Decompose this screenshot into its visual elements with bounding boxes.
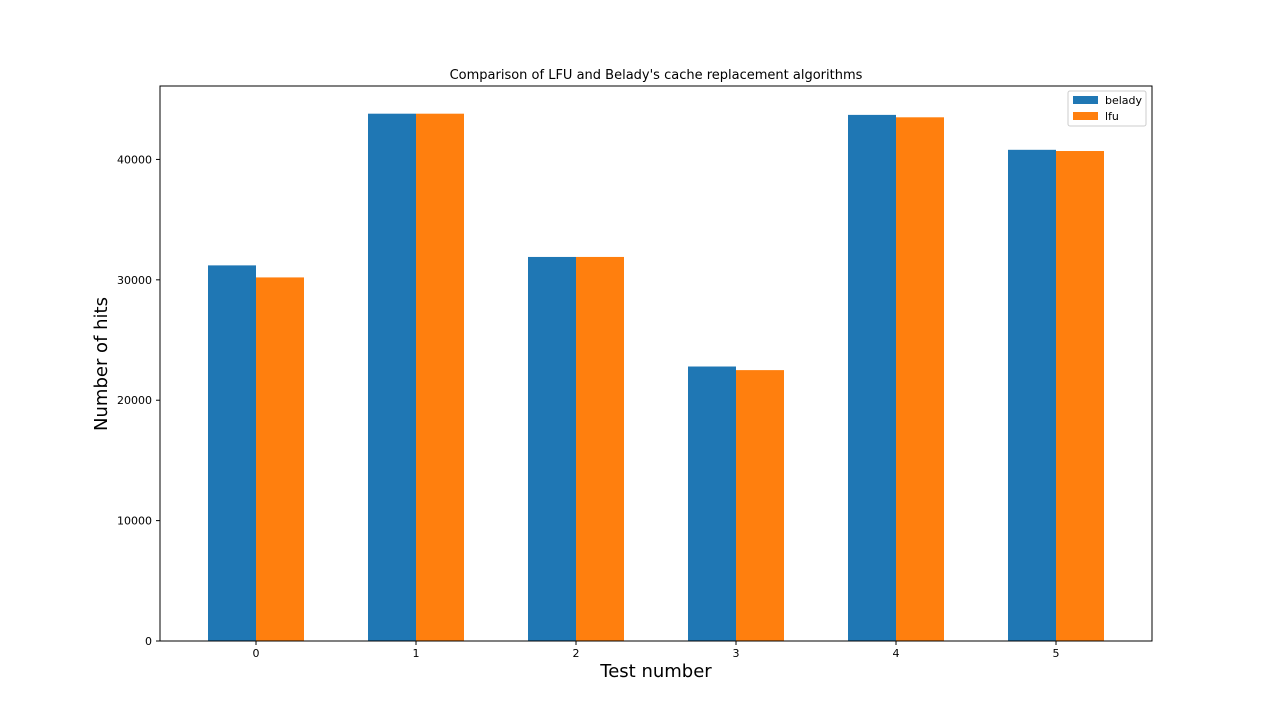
bar-lfu-test-2 — [576, 256, 624, 641]
bar-lfu-test-0 — [256, 277, 304, 641]
y-tick-label: 20000 — [117, 394, 152, 407]
x-tick-label: 5 — [1053, 647, 1060, 660]
bar-belady-test-2 — [528, 256, 576, 641]
bar-lfu-test-3 — [736, 370, 784, 641]
bar-lfu-test-4 — [896, 117, 944, 642]
y-tick-label: 10000 — [117, 515, 152, 528]
x-tick-label: 0 — [253, 647, 260, 660]
x-axis-label: Test number — [599, 661, 712, 682]
legend-swatch-lfu — [1073, 112, 1098, 120]
plot-area-frame — [159, 85, 1153, 642]
chart-title: Comparison of LFU and Belady's cache rep… — [450, 68, 863, 83]
legend: belady lfu — [1067, 90, 1147, 127]
bar-belady-test-1 — [368, 113, 416, 641]
bar-lfu-test-1 — [416, 113, 464, 641]
x-axis: 0 1 2 3 4 5 — [253, 641, 1060, 660]
x-tick-label: 2 — [573, 647, 580, 660]
y-tick-label: 30000 — [117, 274, 152, 287]
bar-belady-test-5 — [1008, 149, 1056, 641]
x-tick-label: 3 — [733, 647, 740, 660]
y-axis-label: Number of hits — [91, 297, 112, 431]
bars-layer — [208, 113, 1104, 642]
y-axis: 0 10000 20000 30000 40000 — [117, 153, 160, 648]
y-tick-label: 0 — [145, 635, 152, 648]
legend-swatch-belady — [1073, 96, 1098, 104]
bar-belady-test-4 — [848, 114, 896, 641]
bar-belady-test-0 — [208, 265, 256, 641]
x-tick-label: 4 — [893, 647, 900, 660]
bar-lfu-test-5 — [1056, 151, 1104, 641]
y-tick-label: 40000 — [117, 153, 152, 166]
bar-belady-test-3 — [688, 366, 736, 641]
x-tick-label: 1 — [413, 647, 420, 660]
legend-label-lfu: lfu — [1105, 110, 1119, 123]
legend-label-belady: belady — [1105, 94, 1143, 107]
